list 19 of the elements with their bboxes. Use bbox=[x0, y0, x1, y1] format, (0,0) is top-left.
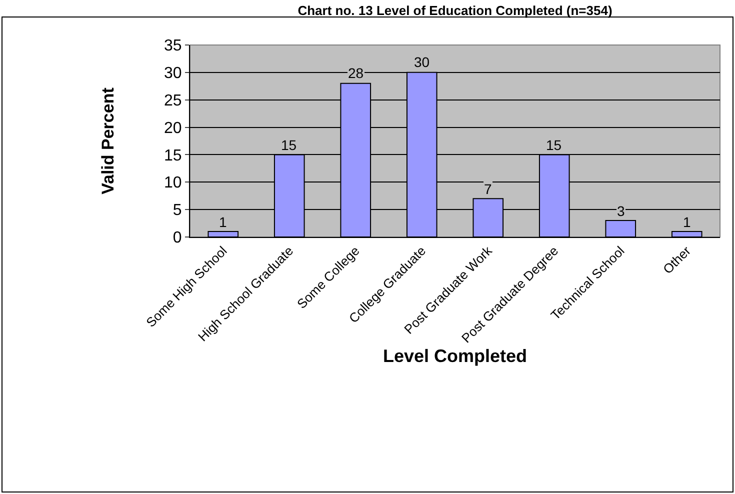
data-label: 7 bbox=[484, 181, 492, 197]
y-axis-title: Valid Percent bbox=[98, 87, 118, 194]
data-label: 3 bbox=[617, 203, 625, 219]
data-label: 1 bbox=[219, 214, 227, 230]
y-tick-label: 10 bbox=[164, 174, 182, 192]
y-tick-label: 25 bbox=[164, 92, 182, 110]
x-axis-title: Level Completed bbox=[382, 346, 528, 366]
chart-title: Chart no. 13 Level of Education Completed (n=354) bbox=[298, 3, 612, 18]
y-tick-label: 0 bbox=[172, 230, 182, 247]
y-tick-label: 20 bbox=[164, 120, 182, 137]
data-label: 15 bbox=[281, 137, 297, 153]
data-label: 30 bbox=[414, 54, 430, 70]
data-label: 1 bbox=[683, 214, 691, 230]
data-label: 28 bbox=[348, 65, 364, 81]
y-tick-label: 35 bbox=[164, 38, 182, 55]
y-tick-label: 30 bbox=[164, 65, 182, 82]
y-tick-label: 5 bbox=[172, 202, 182, 220]
data-label: 15 bbox=[546, 137, 562, 153]
y-tick-label: 15 bbox=[164, 147, 182, 164]
